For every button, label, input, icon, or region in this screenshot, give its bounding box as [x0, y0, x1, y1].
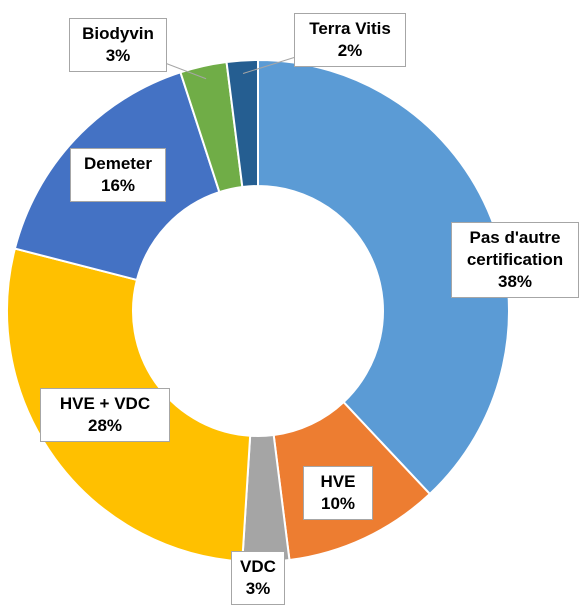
category-name: HVE: [320, 472, 356, 491]
category-name: Terra Vitis: [309, 19, 391, 38]
data-label: Terra Vitis 2%: [294, 13, 406, 67]
data-label: VDC 3%: [231, 551, 285, 605]
data-label: Pas d'autre certification 38%: [451, 222, 579, 298]
data-label: HVE 10%: [303, 466, 373, 520]
percent-label: 3%: [105, 46, 131, 65]
percent-label: 2%: [337, 41, 363, 60]
percent-label: 28%: [87, 416, 123, 435]
category-name: HVE + VDC: [59, 394, 151, 413]
percent-label: 10%: [320, 494, 356, 513]
category-name: VDC: [240, 557, 276, 576]
category-name: Demeter: [83, 154, 153, 173]
donut-segment: [257, 58, 510, 496]
category-name: Biodyvin: [82, 24, 154, 43]
percent-label: 3%: [245, 579, 271, 598]
data-label: HVE + VDC 28%: [40, 388, 170, 442]
percent-label: 16%: [100, 176, 136, 195]
percent-label: 38%: [497, 272, 533, 291]
donut-segment: [225, 58, 259, 189]
data-label: Biodyvin 3%: [69, 18, 167, 72]
category-name: Pas d'autre certification: [466, 228, 564, 269]
data-label: Demeter 16%: [70, 148, 166, 202]
